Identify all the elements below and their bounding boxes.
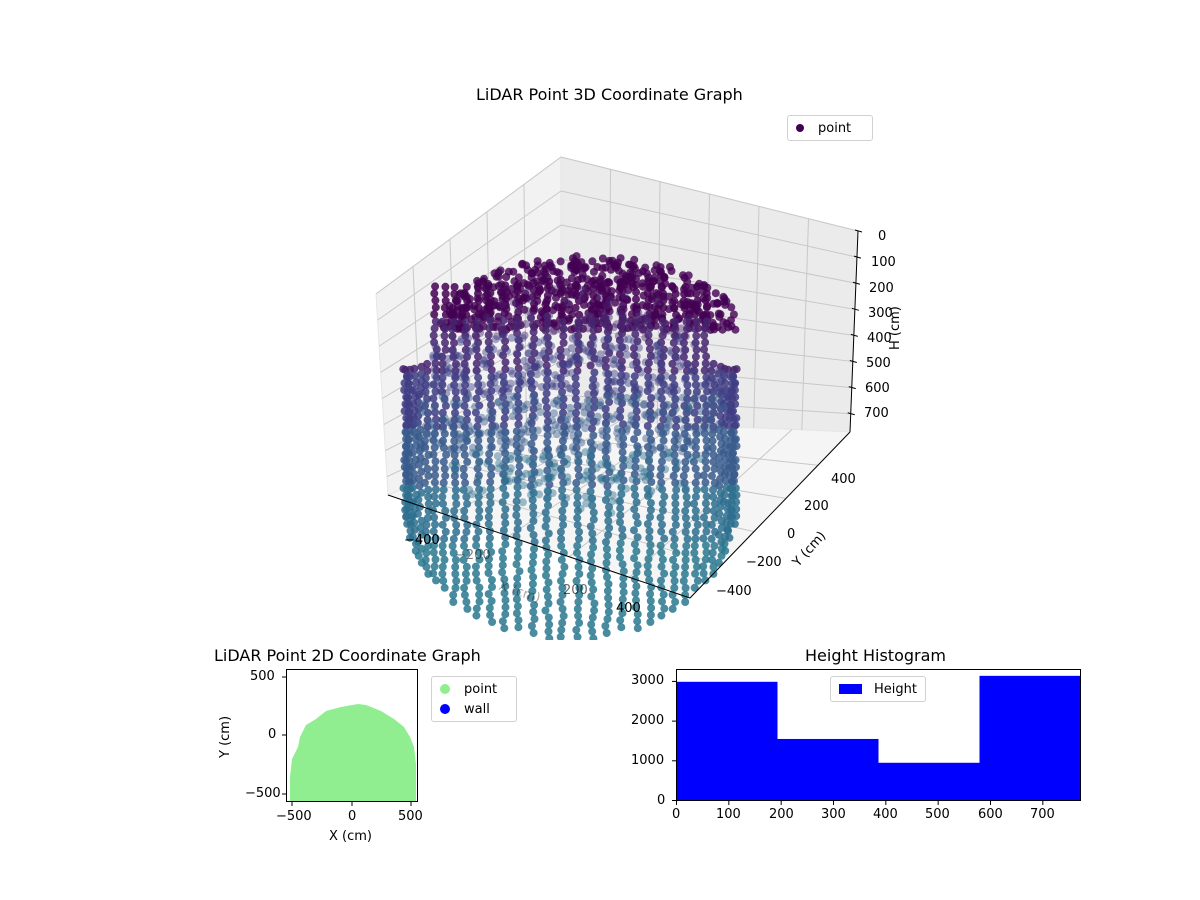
histogram-bar — [979, 675, 1081, 801]
hist-x-tick: 200 — [769, 807, 794, 822]
hist-x-tick: 400 — [873, 807, 898, 822]
legend-item-point: point — [432, 679, 516, 699]
plot2d-point-region — [290, 704, 416, 801]
y-tick-label: −200 — [746, 555, 782, 570]
histogram-bar — [676, 681, 778, 801]
histogram-bar — [878, 762, 980, 801]
plot3d-canvas — [375, 156, 863, 640]
plot2d-ylabel: Y (cm) — [218, 715, 233, 758]
x-tick-label: −400 — [404, 533, 440, 548]
z-tick-label: 0 — [878, 229, 887, 244]
plot2d-ticks — [282, 676, 412, 806]
x-tick-label: 200 — [563, 583, 588, 598]
z-tick-label: 400 — [867, 331, 892, 346]
z-tick-label: 700 — [864, 406, 889, 421]
plot2d-x-tick: 500 — [398, 809, 423, 824]
plot3d-axes — [387, 230, 859, 599]
plot2d-x-tick: −500 — [276, 809, 312, 824]
hist-y-tick: 2000 — [631, 713, 665, 728]
hist-x-tick: 500 — [925, 807, 950, 822]
plot3d-ticks — [847, 229, 863, 416]
z-tick-label: 100 — [871, 255, 896, 270]
z-tick-label: 200 — [869, 281, 894, 296]
plot2d-legend: point wall — [431, 676, 517, 722]
histogram-legend: Height — [830, 676, 926, 702]
x-tick-label: −200 — [455, 548, 491, 563]
plot2d-title: LiDAR Point 2D Coordinate Graph — [214, 646, 481, 665]
histogram-title: Height Histogram — [805, 646, 946, 665]
plot2d-y-tick: 0 — [268, 727, 277, 742]
legend-label: Height — [874, 681, 917, 697]
plot3d-legend: point — [787, 115, 873, 141]
point-marker-icon — [440, 684, 450, 694]
x-tick-label: 400 — [616, 601, 641, 616]
y-tick-label: 200 — [804, 499, 829, 514]
wall-marker-icon — [440, 704, 450, 714]
hist-x-tick: 300 — [821, 807, 846, 822]
y-tick-label: 400 — [831, 472, 856, 487]
z-axis-label: H (cm) — [888, 306, 903, 350]
plot2d-y-tick: 500 — [250, 669, 275, 684]
plot2d-canvas — [286, 669, 418, 802]
hist-y-tick: 1000 — [631, 753, 665, 768]
plot2d-y-tick: −500 — [245, 786, 281, 801]
histogram-bars — [676, 675, 1081, 801]
legend-label: point — [818, 120, 852, 136]
plot3d-title: LiDAR Point 3D Coordinate Graph — [476, 85, 743, 104]
z-tick-label: 600 — [865, 381, 890, 396]
histogram-bar — [777, 738, 879, 801]
hist-x-tick: 700 — [1030, 807, 1055, 822]
legend-item-height: Height — [831, 679, 925, 699]
height-patch-icon — [839, 684, 863, 694]
hist-y-tick: 0 — [657, 793, 666, 808]
hist-x-tick: 0 — [672, 807, 681, 822]
legend-item-wall: wall — [432, 699, 516, 719]
z-tick-label: 500 — [866, 356, 891, 371]
legend-item-point: point — [788, 118, 872, 138]
hist-x-tick: 600 — [978, 807, 1003, 822]
y-tick-label: 0 — [787, 527, 796, 542]
point-marker-icon — [796, 124, 804, 132]
histogram-canvas — [672, 669, 1081, 805]
plot2d-xlabel: X (cm) — [329, 829, 372, 844]
hist-y-tick: 3000 — [631, 673, 665, 688]
legend-label: wall — [464, 701, 490, 717]
hist-x-tick: 100 — [716, 807, 741, 822]
z-tick-label: 300 — [868, 306, 893, 321]
y-tick-label: −400 — [716, 584, 752, 599]
plot3d-points — [399, 252, 741, 640]
plot2d-x-tick: 0 — [348, 809, 357, 824]
legend-label: point — [464, 681, 498, 697]
